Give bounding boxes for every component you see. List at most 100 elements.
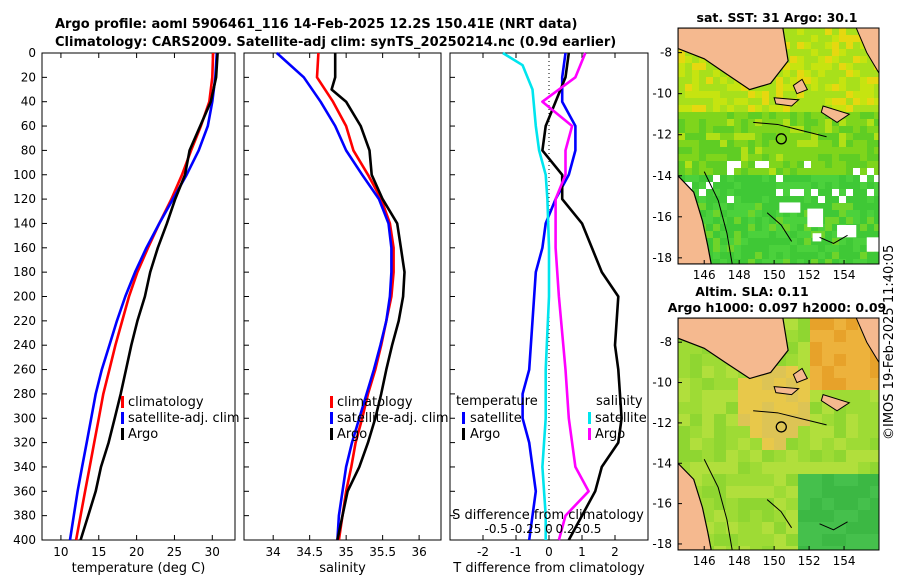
map-cell — [867, 63, 875, 71]
map-cell — [818, 182, 826, 190]
map-cell — [858, 342, 871, 355]
map-cell — [798, 450, 811, 463]
map-cell — [755, 175, 763, 183]
map-cell — [678, 426, 691, 439]
map-cell — [762, 161, 770, 169]
map-cell — [720, 238, 728, 246]
map-cell — [860, 231, 868, 239]
map-cell — [720, 133, 728, 141]
map-cell — [738, 378, 751, 391]
map-cell — [786, 342, 799, 355]
map-cell — [797, 70, 805, 78]
map-cell — [832, 133, 840, 141]
map-cell — [678, 354, 691, 367]
legend-t-satellite-swatch — [462, 412, 465, 424]
land-island — [820, 394, 851, 412]
map-cell — [797, 245, 805, 253]
map-cell — [834, 534, 847, 547]
map-cell — [832, 161, 840, 169]
map-cell — [834, 366, 847, 379]
map-cell — [678, 105, 686, 113]
map-cell — [748, 252, 756, 260]
map-cell — [822, 354, 835, 367]
map-cell — [860, 210, 868, 218]
map-cell — [713, 210, 721, 218]
reef-outline — [703, 458, 733, 550]
map-cell — [810, 510, 823, 523]
map-cell — [692, 70, 700, 78]
map-cell — [741, 140, 749, 148]
map-cell — [678, 161, 686, 169]
map-cell — [846, 402, 859, 415]
map-cell — [825, 49, 833, 57]
map-cell — [798, 330, 811, 343]
map-cell — [797, 140, 805, 148]
map-cell — [804, 112, 812, 120]
map-cell — [734, 210, 742, 218]
map-cell — [825, 154, 833, 162]
map-cell — [714, 546, 727, 550]
map-cell — [818, 28, 826, 36]
map-cell — [727, 147, 735, 155]
map-cell — [818, 231, 826, 239]
y-tick-label: 380 — [13, 509, 36, 523]
map-cell — [783, 126, 791, 134]
map-cell — [776, 112, 784, 120]
map-cell — [755, 105, 763, 113]
map-cell — [834, 378, 847, 391]
map-cell — [797, 63, 805, 71]
map-cell — [834, 522, 847, 535]
map-cell — [832, 168, 840, 176]
map-cell — [797, 112, 805, 120]
map-cell — [720, 203, 728, 211]
map-cell — [811, 126, 819, 134]
map-cell — [874, 182, 879, 190]
map-cell — [776, 147, 784, 155]
map-cell — [790, 231, 798, 239]
map-cell — [870, 486, 879, 499]
map-cell — [685, 154, 693, 162]
map-cell — [774, 366, 787, 379]
land-island — [773, 386, 800, 396]
map-cell — [685, 98, 693, 106]
land-island — [855, 28, 879, 75]
map-cell — [818, 105, 826, 113]
reef-outline — [819, 234, 848, 245]
map-cell — [798, 414, 811, 427]
map-cell — [846, 210, 854, 218]
map-cell — [846, 390, 859, 403]
argo-position-marker — [775, 133, 787, 145]
map-cell — [858, 366, 871, 379]
map-cell — [762, 112, 770, 120]
map-cell — [811, 105, 819, 113]
map-cell — [783, 35, 791, 43]
map-cell — [825, 182, 833, 190]
map-cell — [783, 259, 791, 264]
map-cell — [822, 474, 835, 487]
legend-satellite: satellite-adj. clim — [128, 411, 240, 426]
map-cell — [797, 147, 805, 155]
map-cell — [867, 182, 875, 190]
map-cell — [769, 91, 777, 99]
map-cell — [762, 498, 775, 511]
map-cell — [734, 168, 742, 176]
x-tick-label: 10 — [53, 545, 68, 559]
map-cell — [798, 522, 811, 535]
map-cell — [832, 196, 840, 204]
map-cell — [713, 119, 721, 127]
map-cell — [822, 498, 835, 511]
map-cell — [797, 189, 805, 197]
legend-t-argo-swatch — [462, 428, 465, 440]
map-cell — [714, 522, 727, 535]
map-cell — [860, 77, 868, 85]
map-cell — [860, 133, 868, 141]
map-cell — [846, 84, 854, 92]
map-cell — [858, 438, 871, 451]
map-cell — [734, 140, 742, 148]
map-cell — [790, 63, 798, 71]
map-cell — [720, 140, 728, 148]
map-cell — [762, 259, 770, 264]
map-cell — [706, 112, 714, 120]
x-tick-label: 20 — [129, 545, 144, 559]
map-cell — [727, 217, 735, 225]
